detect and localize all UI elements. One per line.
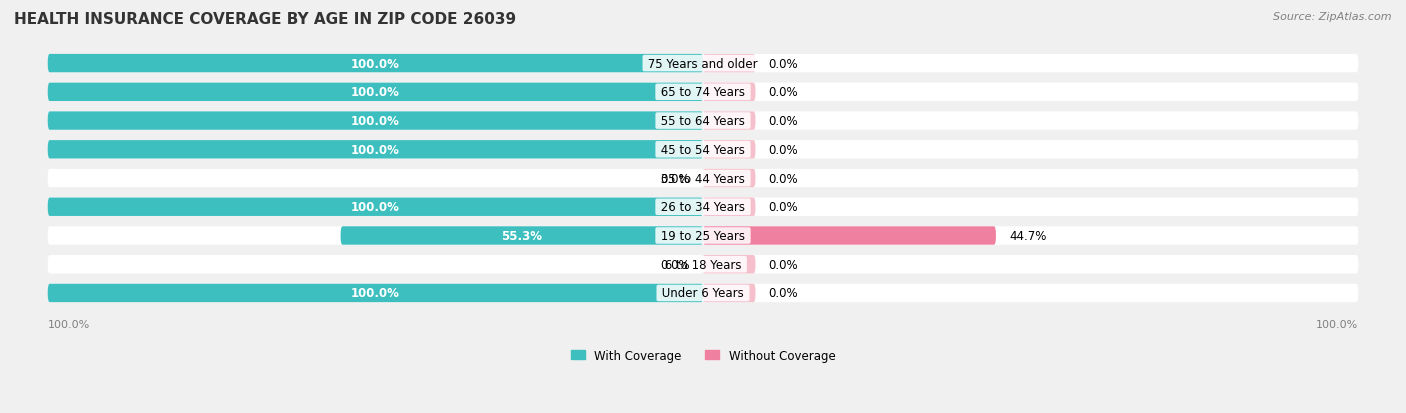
FancyBboxPatch shape (703, 141, 1358, 159)
Text: 55 to 64 Years: 55 to 64 Years (657, 115, 749, 128)
FancyBboxPatch shape (48, 198, 703, 216)
FancyBboxPatch shape (703, 255, 1358, 274)
FancyBboxPatch shape (703, 255, 755, 274)
Text: 45 to 54 Years: 45 to 54 Years (657, 143, 749, 157)
FancyBboxPatch shape (703, 169, 755, 188)
Text: 0.0%: 0.0% (769, 201, 799, 214)
Text: 100.0%: 100.0% (352, 57, 399, 71)
Text: 100.0%: 100.0% (48, 319, 90, 329)
Text: 0.0%: 0.0% (769, 287, 799, 300)
Text: 100.0%: 100.0% (352, 115, 399, 128)
Text: Under 6 Years: Under 6 Years (658, 287, 748, 300)
FancyBboxPatch shape (703, 227, 1358, 245)
FancyBboxPatch shape (48, 83, 703, 102)
Text: 0.0%: 0.0% (769, 57, 799, 71)
FancyBboxPatch shape (703, 198, 755, 216)
Text: 100.0%: 100.0% (352, 201, 399, 214)
Text: Source: ZipAtlas.com: Source: ZipAtlas.com (1274, 12, 1392, 22)
FancyBboxPatch shape (48, 255, 703, 274)
Text: 26 to 34 Years: 26 to 34 Years (657, 201, 749, 214)
FancyBboxPatch shape (703, 83, 755, 102)
FancyBboxPatch shape (48, 141, 703, 159)
Text: 75 Years and older: 75 Years and older (644, 57, 762, 71)
Text: 0.0%: 0.0% (769, 86, 799, 99)
Text: 0.0%: 0.0% (769, 172, 799, 185)
FancyBboxPatch shape (703, 198, 1358, 216)
FancyBboxPatch shape (48, 83, 703, 102)
Text: 6 to 18 Years: 6 to 18 Years (661, 258, 745, 271)
FancyBboxPatch shape (48, 198, 703, 216)
FancyBboxPatch shape (48, 55, 703, 73)
FancyBboxPatch shape (703, 141, 755, 159)
FancyBboxPatch shape (48, 169, 703, 188)
Text: 19 to 25 Years: 19 to 25 Years (657, 230, 749, 242)
FancyBboxPatch shape (703, 284, 755, 302)
FancyBboxPatch shape (703, 83, 1358, 102)
FancyBboxPatch shape (703, 284, 1358, 302)
Text: 100.0%: 100.0% (352, 143, 399, 157)
FancyBboxPatch shape (703, 55, 755, 73)
FancyBboxPatch shape (48, 112, 703, 131)
Text: 0.0%: 0.0% (769, 115, 799, 128)
Text: 35 to 44 Years: 35 to 44 Years (657, 172, 749, 185)
FancyBboxPatch shape (48, 112, 703, 131)
FancyBboxPatch shape (703, 55, 1358, 73)
Text: 0.0%: 0.0% (769, 143, 799, 157)
Text: 0.0%: 0.0% (661, 172, 690, 185)
FancyBboxPatch shape (703, 169, 1358, 188)
FancyBboxPatch shape (48, 227, 703, 245)
Text: 100.0%: 100.0% (352, 287, 399, 300)
Text: 0.0%: 0.0% (769, 258, 799, 271)
Text: 100.0%: 100.0% (352, 86, 399, 99)
Legend: With Coverage, Without Coverage: With Coverage, Without Coverage (565, 344, 841, 367)
FancyBboxPatch shape (48, 284, 703, 302)
Text: 100.0%: 100.0% (1316, 319, 1358, 329)
FancyBboxPatch shape (340, 227, 703, 245)
FancyBboxPatch shape (703, 227, 995, 245)
Text: HEALTH INSURANCE COVERAGE BY AGE IN ZIP CODE 26039: HEALTH INSURANCE COVERAGE BY AGE IN ZIP … (14, 12, 516, 27)
FancyBboxPatch shape (703, 112, 1358, 131)
Text: 44.7%: 44.7% (1010, 230, 1046, 242)
FancyBboxPatch shape (48, 55, 703, 73)
FancyBboxPatch shape (703, 112, 755, 131)
Text: 65 to 74 Years: 65 to 74 Years (657, 86, 749, 99)
Text: 0.0%: 0.0% (661, 258, 690, 271)
FancyBboxPatch shape (48, 141, 703, 159)
Text: 55.3%: 55.3% (502, 230, 543, 242)
FancyBboxPatch shape (48, 284, 703, 302)
